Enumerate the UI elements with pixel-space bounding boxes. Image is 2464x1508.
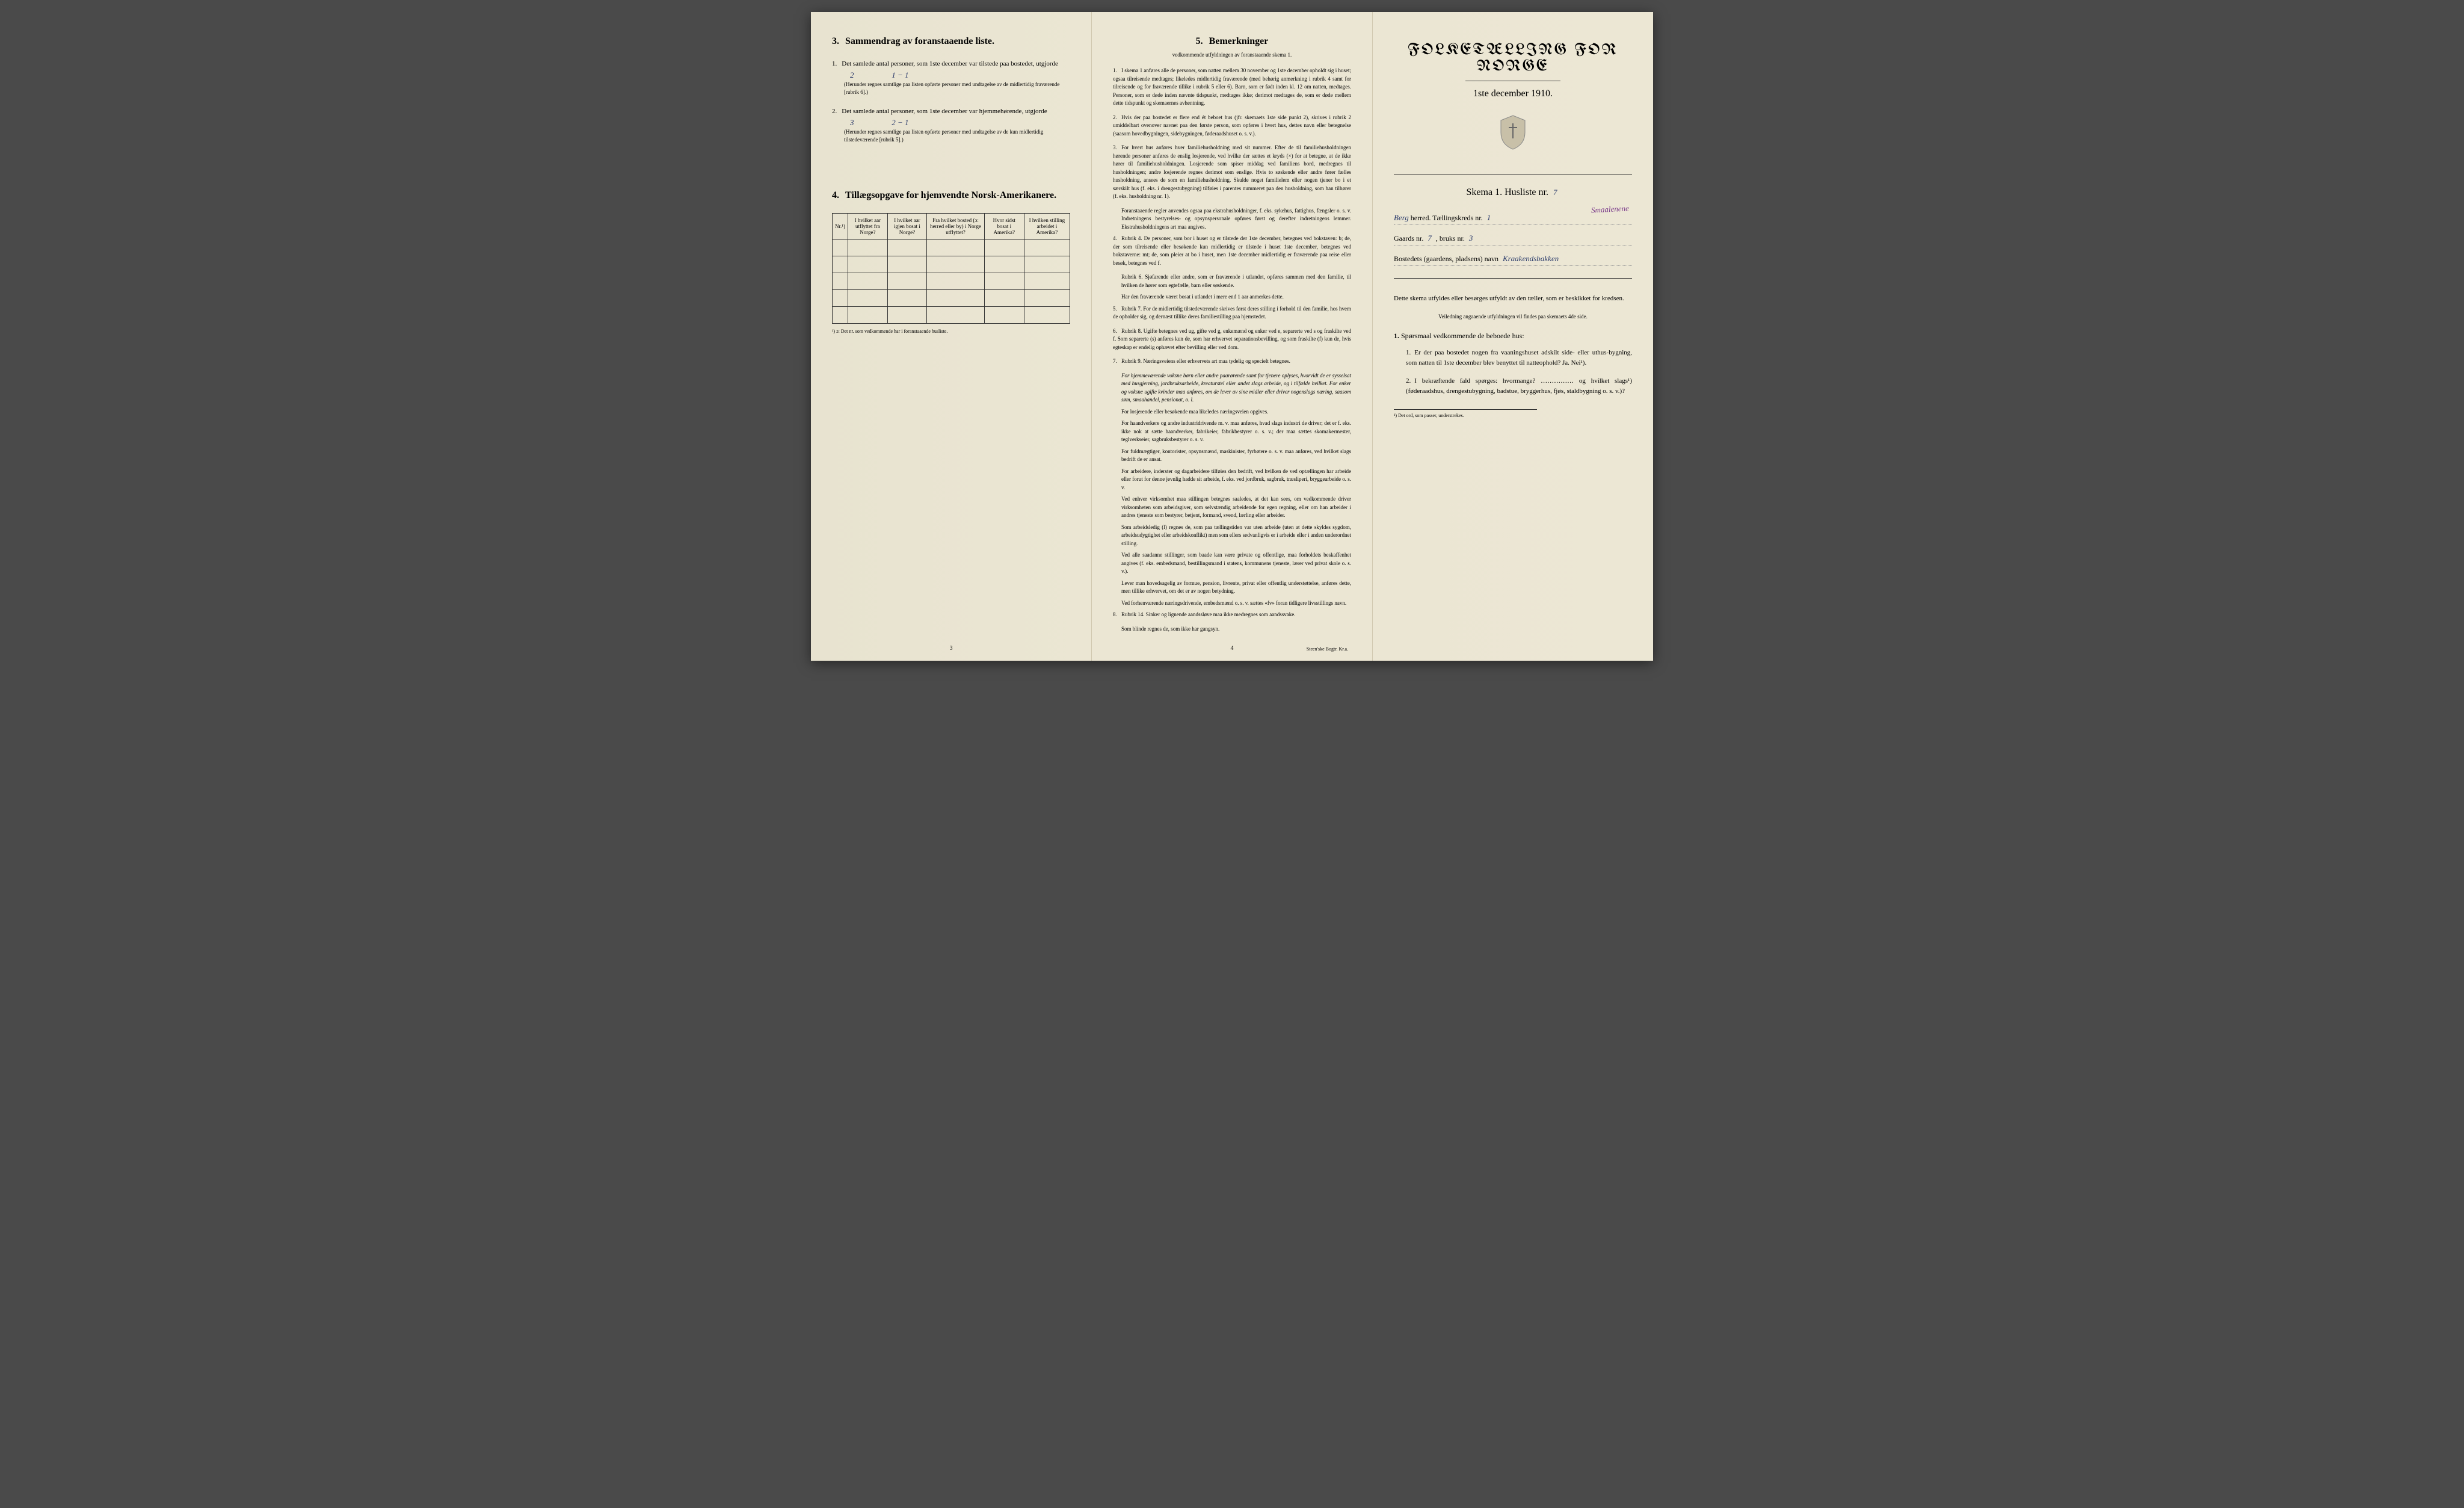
table-row xyxy=(833,239,1070,256)
table-row xyxy=(833,256,1070,273)
page-front: FOLKETÆLLING FOR NORGE 1ste december 191… xyxy=(1373,12,1653,661)
emigrant-table: Nr.¹) I hvilket aar utflyttet fra Norge?… xyxy=(832,213,1070,324)
page-number: 4 xyxy=(1231,645,1234,652)
table-footnote: ¹) ɔ: Det nr. som vedkommende har i fora… xyxy=(832,329,1070,334)
bosted-line: Bostedets (gaardens, pladsens) navn Kraa… xyxy=(1394,254,1632,266)
region-stamp: Smaalenene xyxy=(1591,203,1630,215)
section-4-title: 4.Tillægsopgave for hjemvendte Norsk-Ame… xyxy=(832,190,1070,201)
col-nr: Nr.¹) xyxy=(833,214,848,239)
instructions: Dette skema utfyldes eller besørges utfy… xyxy=(1394,294,1632,304)
section-5-subtitle: vedkommende utfyldningen av foranstaaend… xyxy=(1113,52,1351,58)
printer-mark: Steen'ske Bogtr. Kr.a. xyxy=(1307,646,1348,652)
handwritten-value-1: 2 xyxy=(850,70,854,79)
section-5-title: 5.Bemerkninger xyxy=(1113,36,1351,47)
col-year-out: I hvilket aar utflyttet fra Norge? xyxy=(848,214,887,239)
col-from: Fra hvilket bosted (ɔ: herred eller by) … xyxy=(927,214,985,239)
coat-of-arms-icon xyxy=(1394,114,1632,156)
section-3-title: 3.Sammendrag av foranstaaende liste. xyxy=(832,36,1070,47)
col-where: Hvor sidst bosat i Amerika? xyxy=(984,214,1024,239)
handwritten-value-2: 3 xyxy=(850,118,854,127)
census-date: 1ste december 1910. xyxy=(1394,88,1632,99)
page-number: 3 xyxy=(950,645,953,652)
col-job: I hvilken stilling arbeidet i Amerika? xyxy=(1024,214,1070,239)
handwritten-value-1b: 1 − 1 xyxy=(892,70,908,79)
handwritten-value-2b: 2 − 1 xyxy=(892,118,908,127)
remarks-list: 1.I skema 1 anføres alle de personer, so… xyxy=(1113,67,1351,633)
page-3: 3.Sammendrag av foranstaaende liste. 1.D… xyxy=(811,12,1092,661)
summary-item-2: 2.Det samlede antal personer, som 1ste d… xyxy=(832,107,1070,143)
guidance-note: Veiledning angaaende utfyldningen vil fi… xyxy=(1394,314,1632,320)
table-row xyxy=(833,290,1070,307)
col-year-back: I hvilket aar igjen bosat i Norge? xyxy=(887,214,926,239)
table-row xyxy=(833,307,1070,324)
divider xyxy=(1394,278,1632,279)
main-title: FOLKETÆLLING FOR NORGE xyxy=(1394,42,1632,75)
gaard-line: Gaards nr. 7 , bruks nr. 3 xyxy=(1394,233,1632,246)
table-row xyxy=(833,273,1070,290)
summary-item-1: 1.Det samlede antal personer, som 1ste d… xyxy=(832,59,1070,96)
schema-line: Skema 1. Husliste nr. 7 xyxy=(1394,187,1632,198)
footnote: ¹) Det ord, som passer, understrekes. xyxy=(1394,409,1537,418)
census-document: 3.Sammendrag av foranstaaende liste. 1.D… xyxy=(811,12,1653,661)
question-1: 1.Er der paa bostedet nogen fra vaanings… xyxy=(1406,348,1632,369)
question-heading: 1. Spørsmaal vedkommende de beboede hus: xyxy=(1394,332,1632,341)
question-2: 2.I bekræftende fald spørges: hvormange?… xyxy=(1406,376,1632,397)
page-4: 5.Bemerkninger vedkommende utfyldningen … xyxy=(1092,12,1373,661)
